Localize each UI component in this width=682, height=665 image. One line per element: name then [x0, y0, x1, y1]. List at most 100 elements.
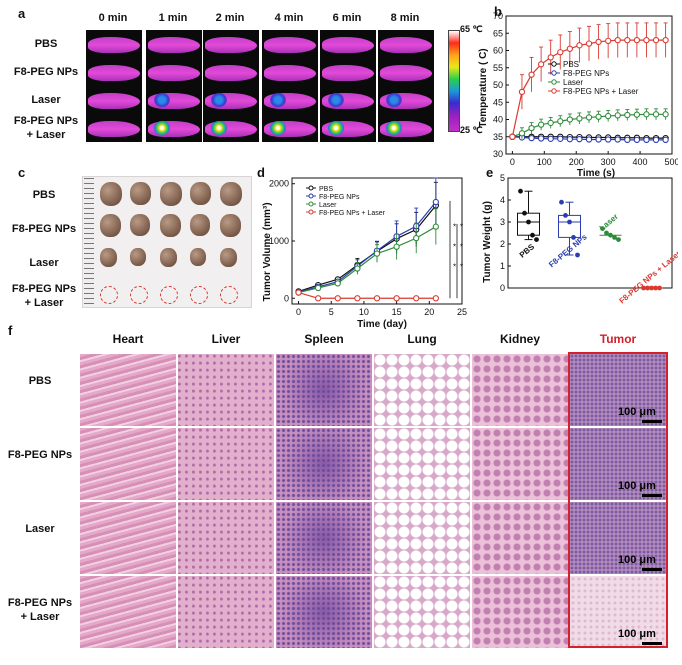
heat-spot: [270, 121, 286, 135]
data-point: [652, 37, 660, 44]
series-line: [298, 205, 437, 292]
data-point: [518, 88, 526, 96]
y-tick-label: 3: [500, 217, 505, 227]
scale-label: 100 μm: [618, 628, 656, 640]
data-point: [641, 285, 646, 291]
y-tick-label: 1: [500, 261, 505, 271]
category-label: Laser: [598, 212, 620, 233]
y-tick-label: 55: [493, 63, 503, 73]
y-tick-label: 35: [493, 132, 503, 142]
legend-label: F8-PEG NPs: [563, 69, 609, 78]
data-point: [528, 134, 535, 142]
legend-label: Laser: [319, 202, 337, 209]
data-point: [315, 284, 322, 292]
thermal-image: [146, 86, 202, 114]
ruler: [84, 178, 94, 304]
thermal-image: [203, 58, 259, 86]
column-label: Liver: [211, 332, 241, 346]
y-tick-label: 45: [493, 97, 503, 107]
row-label: PBS: [28, 375, 52, 387]
scale-bar: [642, 642, 662, 645]
thermal-image: [262, 114, 318, 142]
x-tick-label: 20: [424, 307, 434, 317]
data-point: [413, 234, 420, 242]
legend-label: PBS: [319, 186, 333, 193]
data-point: [547, 119, 554, 127]
significance-star: *: [453, 243, 456, 252]
mouse-body: [322, 37, 374, 53]
tumor-specimen: [190, 214, 210, 236]
panel-label-c: c: [18, 165, 26, 180]
panel-label-d: d: [257, 165, 265, 180]
mouse-body: [148, 65, 200, 81]
histology-image: [374, 354, 470, 426]
histology-image: [80, 354, 176, 426]
thermal-image: [320, 30, 376, 58]
x-tick-label: 500: [664, 157, 678, 167]
panel-b-temperature-chart: Temperature ( C) Time (s) 0 100 200 300 400 5…: [478, 11, 678, 179]
row-label: Laser: [31, 94, 61, 106]
histology-image: [276, 428, 372, 500]
data-point: [605, 37, 612, 44]
heat-spot: [328, 121, 344, 135]
data-point: [662, 136, 669, 144]
data-point: [624, 111, 631, 119]
data-point: [518, 130, 526, 137]
data-point: [522, 210, 527, 216]
scale-label: 100 μm: [618, 554, 656, 566]
data-point: [645, 285, 650, 291]
data-point: [608, 232, 613, 238]
y-tick-label: 0: [284, 293, 289, 303]
x-tick-label: 300: [601, 157, 616, 167]
legend-marker: [308, 201, 314, 207]
data-point: [614, 136, 621, 143]
box: [558, 214, 581, 238]
data-point: [595, 113, 602, 120]
histology-image: [570, 502, 666, 574]
row-label: PBS: [32, 189, 56, 201]
data-point: [633, 136, 641, 144]
data-point: [547, 135, 554, 142]
histology-image: [472, 502, 568, 574]
data-point: [373, 295, 381, 302]
column-label: Lung: [407, 332, 437, 346]
mouse-body: [264, 65, 316, 81]
mouse-body: [88, 93, 140, 109]
heat-spot: [328, 93, 344, 107]
data-point: [616, 237, 621, 242]
x-tick-label: 200: [569, 157, 584, 167]
data-point: [563, 213, 568, 218]
thermal-image: [86, 58, 142, 86]
data-point: [633, 37, 641, 44]
x-tick-label: 25: [457, 307, 467, 317]
data-point: [662, 111, 669, 118]
y-tick-label: 5: [500, 173, 505, 183]
thermal-image: [262, 86, 318, 114]
thermal-image: [86, 30, 142, 58]
significance-star: *: [460, 243, 463, 252]
data-point: [643, 136, 650, 144]
mouse-body: [322, 65, 374, 81]
scale-bar: [642, 494, 662, 497]
time-label: 1 min: [158, 12, 188, 24]
heat-spot: [386, 93, 402, 107]
histology-image: [472, 576, 568, 648]
y-tick-label: 60: [493, 46, 503, 56]
data-point: [643, 111, 650, 118]
data-point: [354, 265, 361, 272]
scale-label: 100 μm: [618, 480, 656, 492]
y-tick-label: 0: [500, 283, 505, 293]
heat-spot: [211, 93, 227, 107]
thermal-image: [203, 114, 259, 142]
time-label: 4 min: [274, 12, 304, 24]
histology-image: [178, 428, 274, 500]
data-point: [575, 252, 580, 258]
thermal-image: [262, 58, 318, 86]
data-point: [649, 285, 654, 291]
panel-label-f: f: [8, 323, 13, 338]
column-label: Heart: [112, 332, 144, 346]
data-point: [559, 199, 564, 205]
data-point: [537, 61, 545, 68]
mouse-body: [205, 37, 257, 53]
